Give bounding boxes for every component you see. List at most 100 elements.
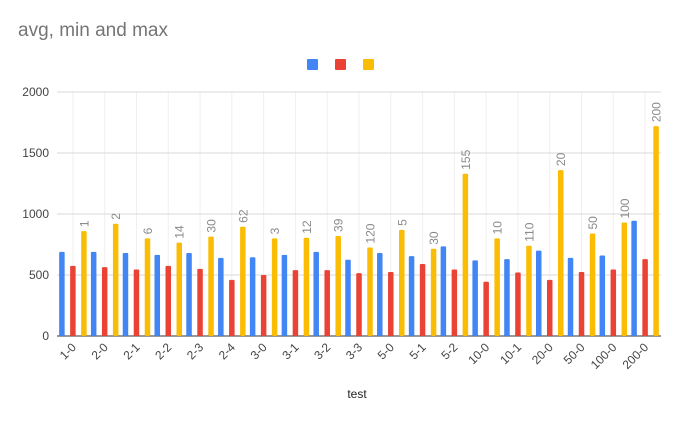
data-label: 110 xyxy=(522,222,536,241)
bar-series-3 xyxy=(208,236,214,336)
bar-series-3 xyxy=(112,223,119,336)
y-tick-label: 0 xyxy=(42,329,49,343)
bar-series-3 xyxy=(399,229,405,336)
data-label: 120 xyxy=(364,223,378,243)
bar-series-3 xyxy=(335,235,341,336)
bar-series-2 xyxy=(419,264,426,336)
bar-series-2 xyxy=(229,279,235,336)
bar-series-1 xyxy=(345,259,351,336)
bars xyxy=(59,126,659,336)
legend-swatch-series-2 xyxy=(335,59,346,70)
x-tick-label: 2-1 xyxy=(120,340,142,362)
bar-series-2 xyxy=(451,269,458,336)
x-tick-label: 3-1 xyxy=(279,340,301,362)
legend-swatch-series-1 xyxy=(307,59,318,70)
x-tick-label: 2-0 xyxy=(89,340,111,362)
bar-series-1 xyxy=(122,253,129,336)
bar-series-2 xyxy=(70,265,76,336)
x-tick-label: 3-3 xyxy=(343,340,365,362)
bar-series-1 xyxy=(440,246,447,336)
bar-series-3 xyxy=(589,233,596,336)
x-tick-label: 20-0 xyxy=(529,340,556,367)
bar-series-3 xyxy=(621,222,628,336)
bar-series-2 xyxy=(578,271,585,336)
bar-series-2 xyxy=(324,270,330,336)
data-label: 1 xyxy=(77,220,91,227)
x-tick-label: 3-2 xyxy=(311,340,333,362)
data-label: 20 xyxy=(554,152,568,166)
bar-series-1 xyxy=(281,254,288,336)
data-label: 200 xyxy=(650,102,664,122)
bar-series-1 xyxy=(313,251,319,336)
bar-series-2 xyxy=(642,259,648,336)
data-label: 30 xyxy=(427,231,441,245)
x-tick-label: 200-0 xyxy=(620,340,652,372)
y-tick-label: 1000 xyxy=(22,207,49,221)
bar-series-3 xyxy=(303,237,310,336)
bar-series-2 xyxy=(483,281,489,336)
data-label: 2 xyxy=(109,213,123,220)
bar-series-1 xyxy=(90,251,97,336)
bar-series-1 xyxy=(59,251,65,336)
data-label: 3 xyxy=(268,227,282,234)
bar-series-2 xyxy=(356,273,362,336)
legend xyxy=(307,59,374,70)
bar-series-3 xyxy=(430,248,437,336)
data-label: 155 xyxy=(459,149,473,169)
bar-series-1 xyxy=(567,257,574,336)
bar-series-1 xyxy=(599,255,606,336)
bar-series-2 xyxy=(197,268,203,336)
bar-series-2 xyxy=(133,269,140,336)
bar-series-1 xyxy=(154,254,161,336)
x-tick-label: 10-1 xyxy=(497,340,524,367)
x-tick-label: 3-0 xyxy=(248,340,270,362)
bar-series-2 xyxy=(260,275,267,336)
bar-series-3 xyxy=(462,173,469,336)
data-label: 14 xyxy=(173,225,187,239)
chart-title: avg, min and max xyxy=(18,20,168,41)
bar-series-3 xyxy=(557,170,564,336)
data-label: 10 xyxy=(491,221,505,235)
bar-series-3 xyxy=(653,126,659,336)
x-tick-label: 2-3 xyxy=(184,340,206,362)
bar-series-1 xyxy=(535,250,542,336)
bar-series-1 xyxy=(186,253,192,336)
data-label: 39 xyxy=(332,218,346,232)
x-tick-label: 100-0 xyxy=(588,340,620,372)
bar-series-3 xyxy=(494,238,500,336)
bar-series-3 xyxy=(271,238,278,336)
x-tick-label: 10-0 xyxy=(465,340,492,367)
data-label: 50 xyxy=(586,216,600,230)
x-tick-label: 1-0 xyxy=(57,340,79,362)
data-label: 100 xyxy=(618,198,632,218)
bar-series-2 xyxy=(101,267,108,336)
bar-series-3 xyxy=(367,247,373,336)
data-label: 62 xyxy=(236,209,250,223)
x-axis-title: test xyxy=(347,387,367,401)
bar-series-1 xyxy=(408,256,415,336)
bar-series-1 xyxy=(377,253,383,336)
bar-series-2 xyxy=(515,272,521,336)
bar-series-3 xyxy=(176,242,183,336)
bar-series-2 xyxy=(165,265,172,336)
bar-series-1 xyxy=(504,259,510,336)
bar-series-1 xyxy=(472,260,478,336)
x-tick-label: 5-2 xyxy=(438,340,460,362)
bar-series-1 xyxy=(631,220,637,336)
y-tick-label: 1500 xyxy=(22,146,49,160)
bar-series-3 xyxy=(526,245,532,336)
bar-series-1 xyxy=(218,257,224,336)
x-tick-label: 2-2 xyxy=(152,340,174,362)
bar-series-2 xyxy=(388,271,394,336)
bar-series-1 xyxy=(249,257,256,336)
bar-series-3 xyxy=(144,238,151,336)
y-tick-label: 500 xyxy=(29,268,49,282)
data-label: 30 xyxy=(205,219,219,233)
bar-series-3 xyxy=(240,226,246,336)
bar-series-2 xyxy=(546,279,553,336)
bar-series-2 xyxy=(610,269,617,336)
legend-swatch-series-3 xyxy=(363,59,374,70)
data-label: 5 xyxy=(395,219,409,226)
